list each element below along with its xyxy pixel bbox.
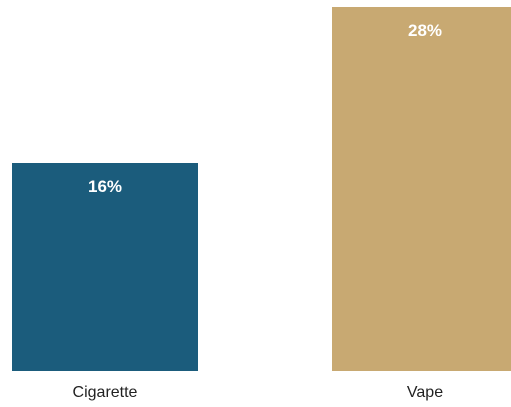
bars-group [12, 7, 511, 371]
value-labels-group: 16% 28% [88, 21, 442, 196]
value-label-cigarette: 16% [88, 177, 122, 196]
category-labels-group: Cigarette Vape [73, 384, 444, 401]
category-label-cigarette: Cigarette [73, 384, 138, 401]
category-label-vape: Vape [407, 384, 443, 401]
bar-vape [332, 7, 511, 371]
value-label-vape: 28% [408, 21, 442, 40]
bar-cigarette [12, 163, 198, 371]
